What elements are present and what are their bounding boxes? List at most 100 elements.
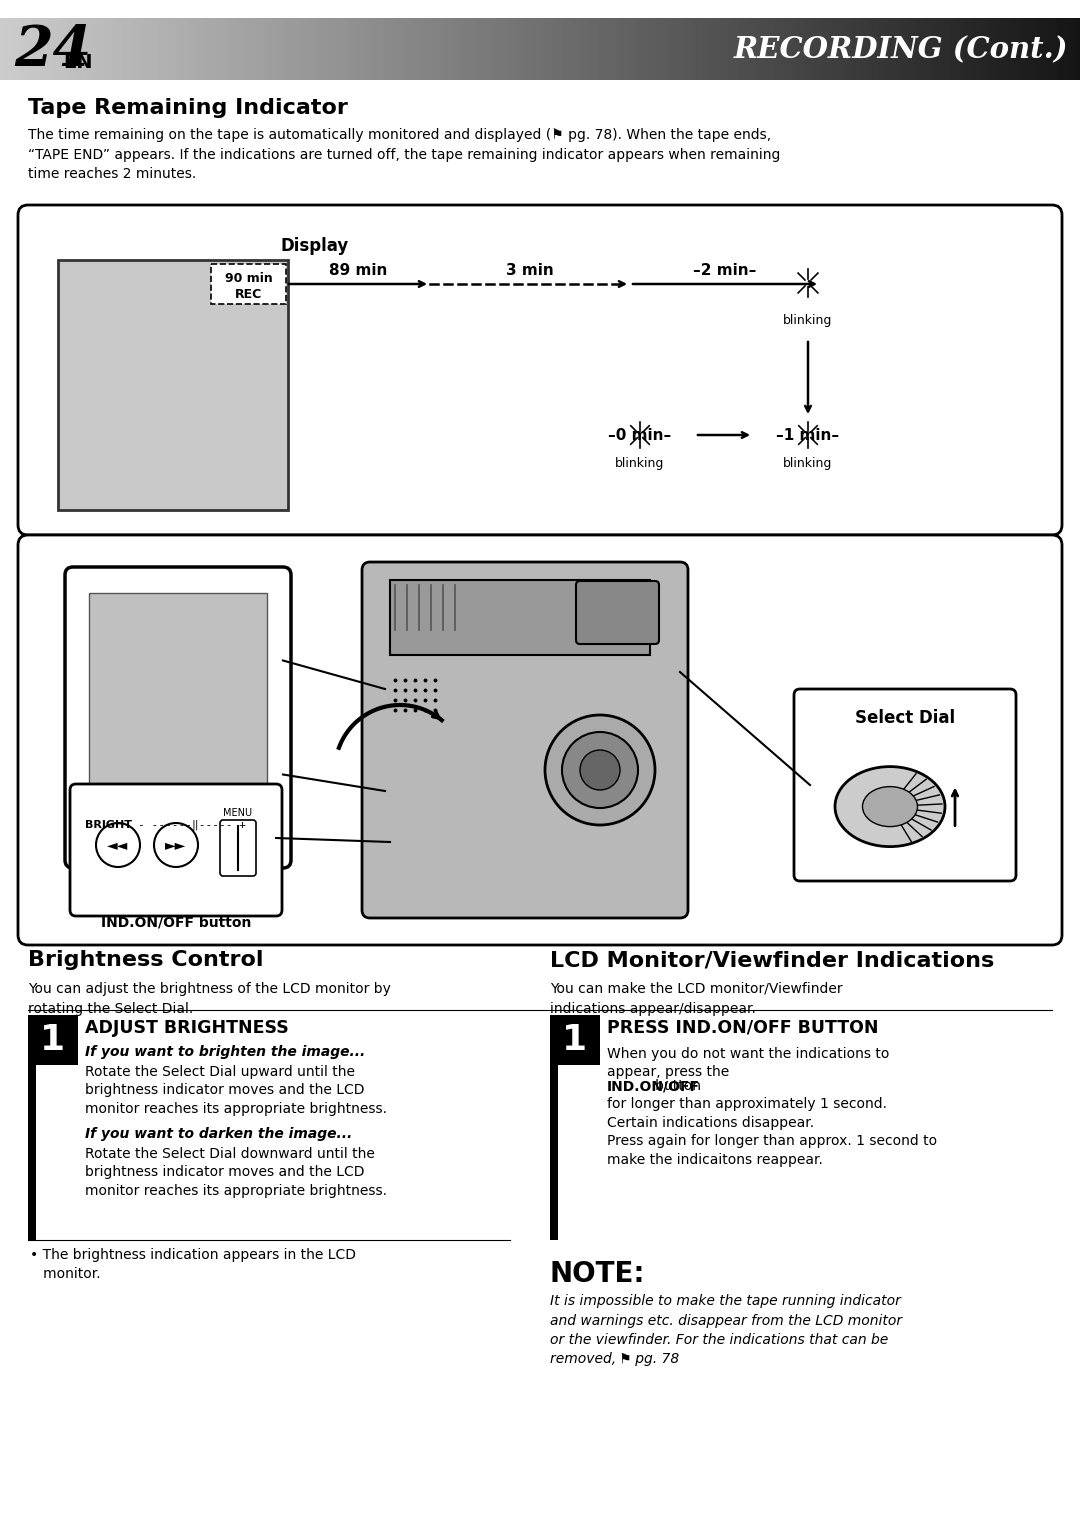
Bar [241, 18, 245, 80]
Bar [137, 18, 140, 80]
Bar [778, 18, 781, 80]
Bar [32, 18, 36, 80]
Bar [623, 18, 626, 80]
Bar [745, 18, 748, 80]
Bar [670, 18, 673, 80]
Bar [198, 18, 202, 80]
Bar [770, 18, 774, 80]
Bar [86, 18, 90, 80]
Bar [418, 18, 421, 80]
FancyBboxPatch shape [18, 205, 1062, 535]
Bar [324, 18, 327, 80]
Bar [140, 18, 144, 80]
Bar [764, 18, 767, 80]
Bar [353, 18, 356, 80]
Text: 89 min: 89 min [328, 264, 388, 277]
Bar [900, 18, 904, 80]
Bar [785, 18, 788, 80]
Bar [961, 18, 964, 80]
FancyBboxPatch shape [794, 688, 1016, 881]
Bar [119, 18, 122, 80]
Text: –0 min–: –0 min– [608, 428, 672, 443]
Text: 90 min: 90 min [225, 271, 272, 285]
Bar [540, 18, 543, 80]
Circle shape [96, 823, 140, 868]
Bar [640, 18, 645, 80]
Bar [238, 18, 241, 80]
Text: IND.ON/OFF: IND.ON/OFF [607, 1079, 700, 1093]
Bar [926, 18, 929, 80]
Bar [284, 18, 288, 80]
Bar [94, 18, 97, 80]
Bar [727, 18, 731, 80]
Bar [202, 18, 205, 80]
Bar [133, 18, 137, 80]
Bar [550, 1015, 600, 1065]
Bar [338, 18, 342, 80]
Bar [504, 18, 508, 80]
Bar [194, 18, 198, 80]
Bar [626, 18, 630, 80]
Bar [205, 18, 208, 80]
Bar [122, 18, 126, 80]
Bar [724, 18, 727, 80]
Bar [349, 18, 353, 80]
Bar [108, 18, 111, 80]
Bar [454, 18, 457, 80]
Bar [273, 18, 278, 80]
Bar [270, 18, 273, 80]
Bar [850, 18, 853, 80]
Bar [389, 18, 392, 80]
Bar [1044, 18, 1048, 80]
Bar [262, 18, 267, 80]
Bar [788, 18, 792, 80]
Bar [165, 18, 170, 80]
Bar [278, 18, 281, 80]
Bar [699, 18, 702, 80]
Bar [184, 18, 187, 80]
Bar [79, 18, 83, 80]
Bar [1040, 18, 1044, 80]
Bar [694, 18, 699, 80]
Bar [1069, 18, 1072, 80]
Bar [116, 18, 119, 80]
Bar [390, 579, 650, 655]
Bar [0, 18, 3, 80]
Text: Rotate the Select Dial downward until the
brightness indicator moves and the LCD: Rotate the Select Dial downward until th… [85, 1147, 387, 1197]
Bar [526, 18, 529, 80]
Bar [781, 18, 785, 80]
Bar [1026, 18, 1029, 80]
Bar [313, 18, 316, 80]
Bar [435, 18, 440, 80]
Bar [472, 18, 475, 80]
Bar [130, 18, 133, 80]
Ellipse shape [835, 766, 945, 846]
Bar [68, 18, 72, 80]
Bar [861, 18, 864, 80]
Bar [882, 18, 886, 80]
Bar [154, 18, 159, 80]
Bar [713, 18, 716, 80]
Bar [597, 18, 602, 80]
Bar [432, 18, 435, 80]
Bar [896, 18, 900, 80]
Bar [40, 18, 43, 80]
Bar [342, 18, 346, 80]
Text: Select Dial: Select Dial [855, 708, 955, 727]
Bar [457, 18, 461, 80]
Bar [28, 1015, 78, 1065]
Bar [1055, 18, 1058, 80]
Bar [753, 18, 756, 80]
Bar [461, 18, 464, 80]
Bar [252, 18, 256, 80]
Bar [494, 18, 497, 80]
Text: NOTE:: NOTE: [550, 1260, 646, 1288]
Bar [306, 18, 310, 80]
Bar [429, 18, 432, 80]
Text: blinking: blinking [616, 457, 664, 471]
Bar [842, 18, 846, 80]
Bar [1029, 18, 1034, 80]
Bar [994, 18, 997, 80]
Bar [57, 18, 62, 80]
Bar [591, 18, 594, 80]
